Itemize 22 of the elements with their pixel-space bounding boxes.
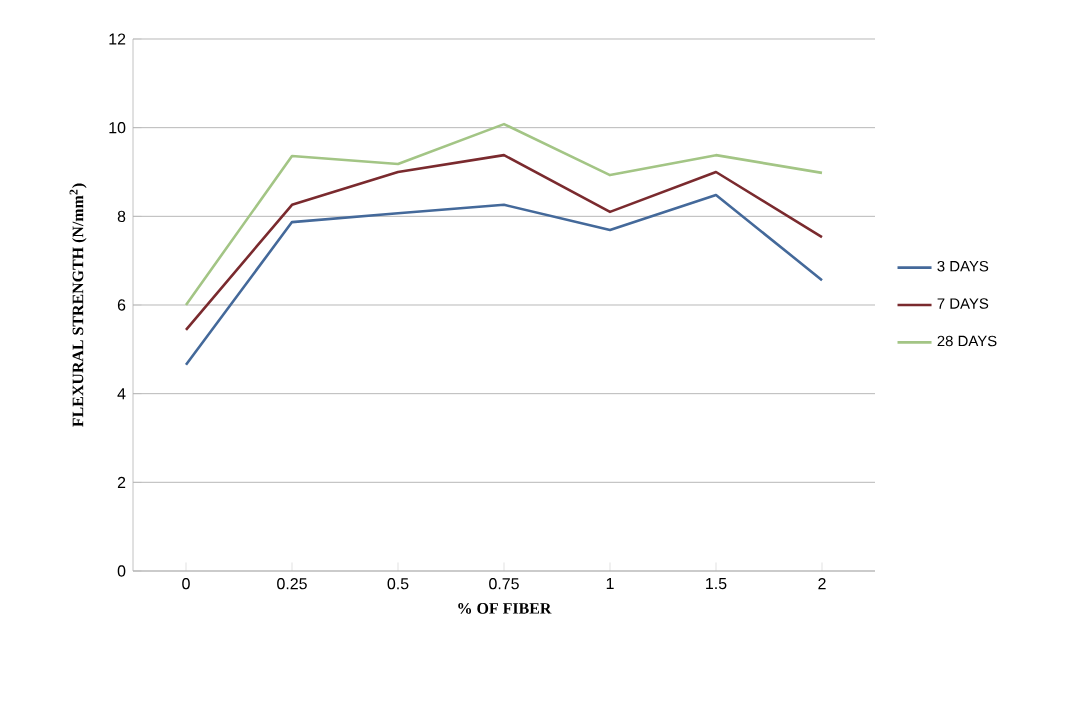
y-tick-label: 8 — [117, 210, 126, 222]
line-series — [184, 153, 824, 332]
x-tick-label: 0 — [182, 578, 190, 590]
x-tick-label: 0.25 — [277, 578, 307, 590]
x-tick-label: 1 — [606, 578, 614, 589]
y-tick-label: 2 — [117, 476, 126, 488]
x-tick-label: 0.75 — [489, 578, 519, 590]
y-tick-label: 6 — [117, 299, 126, 311]
x-axis-title: % OF FIBER — [458, 603, 552, 614]
line-series — [184, 193, 824, 367]
y-tick-label: 4 — [117, 388, 126, 400]
x-tick-label: 0.5 — [387, 578, 409, 590]
line-series — [184, 122, 824, 307]
x-tick-label: 1.5 — [706, 578, 727, 590]
legend-label: 28 DAYS — [937, 335, 997, 347]
y-tick-label: 10 — [109, 122, 126, 134]
x-tick-label: 2 — [818, 578, 826, 590]
legend-label: 3 DAYS — [937, 260, 989, 272]
y-tick-label: 12 — [109, 33, 126, 45]
y-tick-label: 0 — [117, 565, 126, 577]
y-axis-title: FLEXURAL STRENGTH (N/mm$^{2}$) — [69, 183, 87, 427]
legend-label: 7 DAYS — [937, 298, 989, 309]
